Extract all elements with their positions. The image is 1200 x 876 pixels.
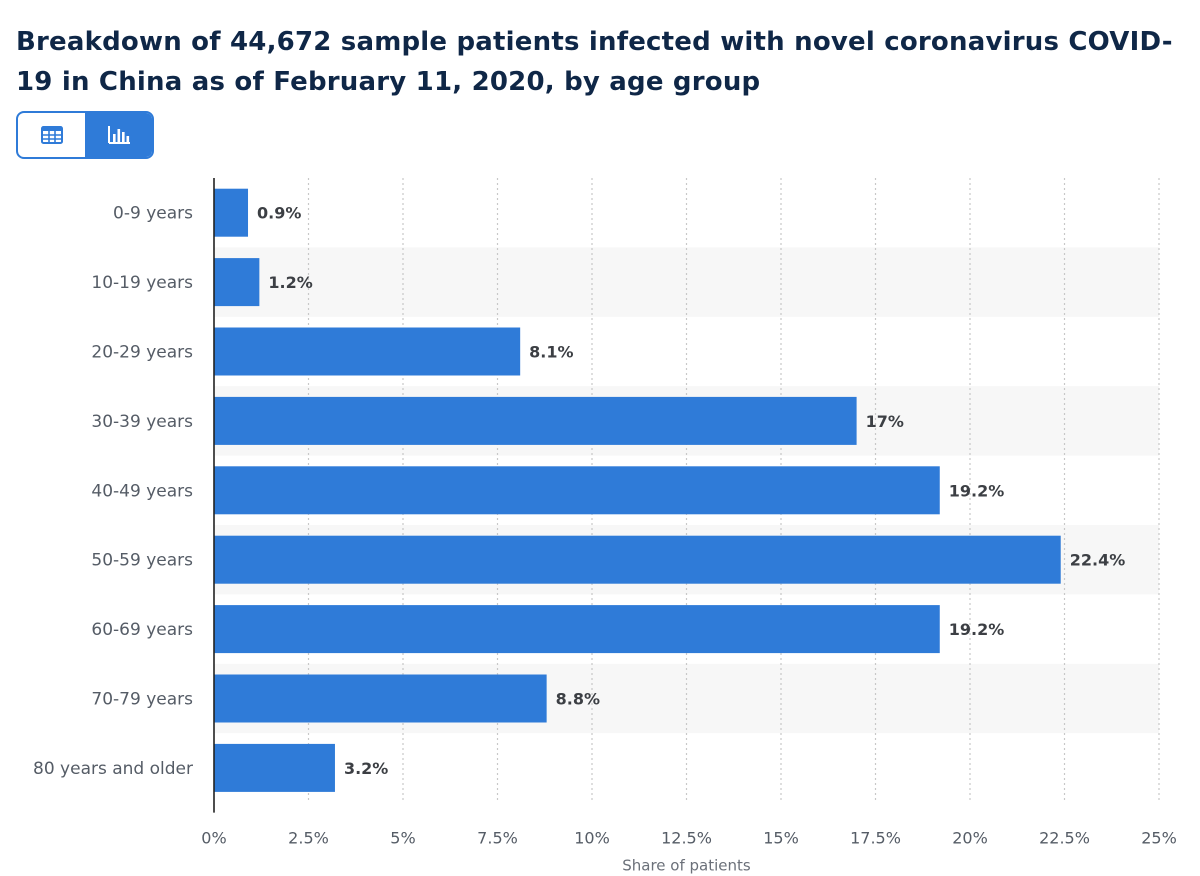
x-tick-label: 7.5% [477, 829, 518, 848]
bar [214, 535, 1061, 584]
value-label: 1.2% [268, 273, 312, 292]
category-label: 60-69 years [91, 620, 193, 640]
bar [214, 605, 940, 654]
x-tick-label: 22.5% [1039, 829, 1090, 848]
bar [214, 258, 260, 307]
x-tick-label: 10% [574, 829, 610, 848]
value-label: 19.2% [949, 620, 1005, 639]
bar [214, 188, 249, 237]
category-label: 20-29 years [91, 343, 193, 363]
x-tick-label: 20% [952, 829, 988, 848]
value-label: 3.2% [344, 759, 388, 778]
category-label: 70-79 years [91, 690, 193, 710]
bar-chart-icon [107, 126, 130, 144]
table-view-button[interactable] [18, 113, 85, 157]
chart-view-button[interactable] [85, 113, 152, 157]
value-label: 19.2% [949, 481, 1005, 500]
value-label: 8.8% [556, 690, 600, 709]
view-toggle [16, 111, 154, 159]
bar [214, 674, 547, 723]
x-tick-label: 17.5% [850, 829, 901, 848]
bar [214, 327, 521, 376]
table-icon [40, 126, 63, 144]
value-label: 22.4% [1070, 551, 1126, 570]
category-label: 50-59 years [91, 551, 193, 571]
bar [214, 743, 335, 792]
x-tick-label: 25% [1141, 829, 1177, 848]
x-tick-label: 2.5% [288, 829, 329, 848]
x-tick-label: 12.5% [661, 829, 712, 848]
category-label: 30-39 years [91, 412, 193, 432]
category-label: 40-49 years [91, 481, 193, 501]
x-axis-title: Share of patients [622, 857, 751, 875]
value-label: 0.9% [257, 204, 301, 223]
x-tick-label: 0% [201, 829, 226, 848]
bar [214, 466, 940, 515]
value-label: 8.1% [529, 343, 573, 362]
category-label: 0-9 years [113, 204, 193, 224]
bar [214, 396, 857, 445]
chart-title: Breakdown of 44,672 sample patients infe… [16, 27, 1173, 97]
x-tick-label: 15% [763, 829, 799, 848]
row-band [214, 247, 1159, 317]
category-label: 10-19 years [91, 273, 193, 293]
category-label: 80 years and older [33, 759, 193, 779]
x-tick-label: 5% [390, 829, 415, 848]
value-label: 17% [866, 412, 904, 431]
